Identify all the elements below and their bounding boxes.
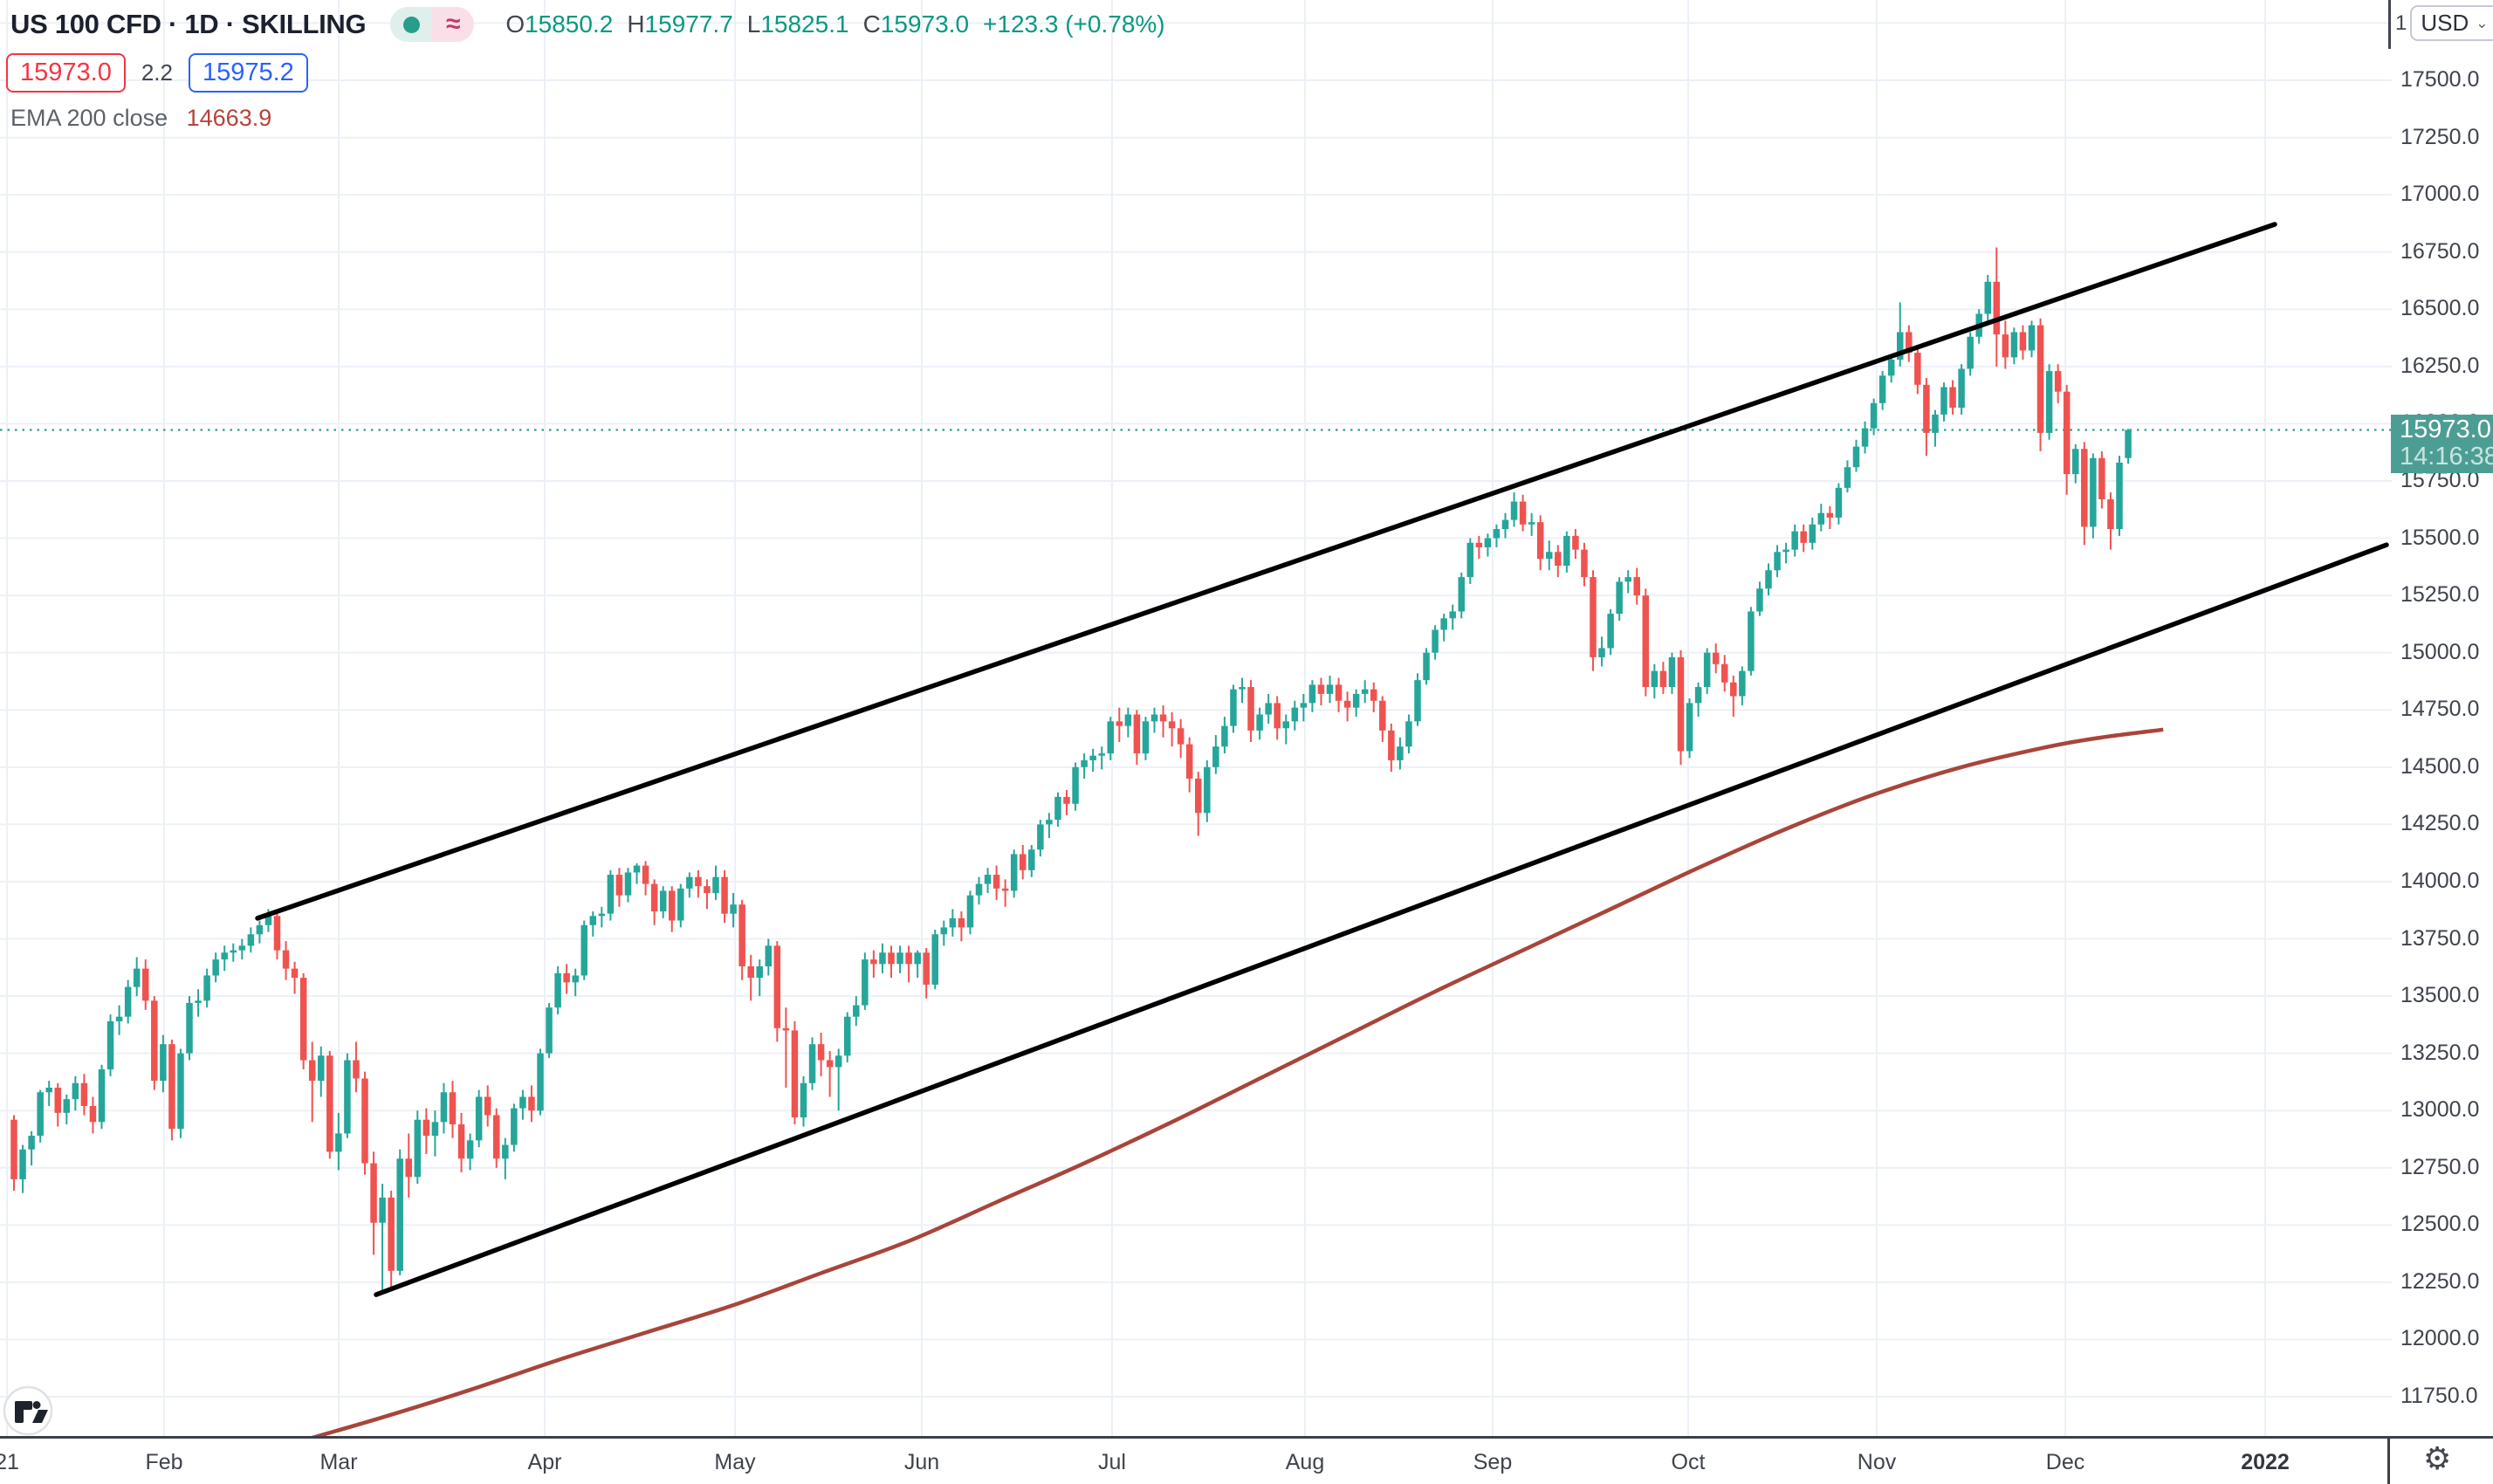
currency-dropdown[interactable]: USD ⌄	[2410, 5, 2493, 41]
time-axis-label-Feb: Feb	[145, 1450, 183, 1474]
axis-separator	[2388, 0, 2391, 49]
time-axis-label-Apr: Apr	[527, 1450, 562, 1474]
price-axis-label: 13500.0	[2400, 983, 2480, 1008]
candlestick-chart[interactable]	[0, 0, 2392, 1436]
market-status-pill[interactable]: ≈	[390, 7, 475, 42]
candles	[10, 247, 2132, 1292]
currency-label: USD	[2421, 10, 2469, 36]
time-axis[interactable]: ⚙ 21 Feb Mar Apr May Jun Jul Aug Sep Oct Nov Dec 202…	[0, 1436, 2493, 1484]
tradingview-logo[interactable]	[2, 1384, 58, 1439]
price-axis-label: 12250.0	[2400, 1268, 2480, 1294]
price-axis-label: 12000.0	[2400, 1326, 2480, 1351]
price-axis-label: 15500.0	[2400, 525, 2480, 550]
price-axis-label: 17250.0	[2400, 124, 2480, 149]
time-axis-label-Nov: Nov	[1857, 1450, 1897, 1474]
price-axis-label: 16750.0	[2400, 238, 2480, 264]
price-axis-label: 12500.0	[2400, 1212, 2480, 1237]
price-axis-label: 17500.0	[2400, 67, 2480, 92]
ohlc-H: H15977.7	[627, 10, 733, 38]
time-axis-label-Jun: Jun	[903, 1450, 940, 1474]
price-axis-label: 14500.0	[2400, 753, 2480, 779]
symbol-title[interactable]: US 100 CFD · 1D · SKILLING	[10, 9, 367, 39]
spread-value: 2.2	[141, 58, 173, 86]
gear-icon[interactable]: ⚙	[2423, 1440, 2452, 1476]
sell-bid-button[interactable]: 15973.0	[6, 52, 126, 93]
ema-200-line[interactable]	[304, 727, 2164, 1436]
time-axis-label-Sep: Sep	[1473, 1450, 1513, 1474]
time-axis-label-Aug: Aug	[1285, 1450, 1325, 1474]
time-axis-label-Oct: Oct	[1671, 1450, 1706, 1474]
price-axis-label: 15000.0	[2400, 639, 2480, 664]
price-axis-label: 16500.0	[2400, 296, 2480, 321]
channel-bottom-trendline[interactable]	[374, 542, 2389, 1297]
ohlc-L: L15825.1	[746, 10, 849, 38]
time-axis-label-Jul: Jul	[1098, 1450, 1126, 1474]
price-axis-label: 17000.0	[2400, 182, 2480, 207]
ema-indicator-row[interactable]: EMA 200 close 14663.9	[10, 105, 1165, 132]
axis-separator	[2387, 1439, 2390, 1484]
chart-legend: US 100 CFD · 1D · SKILLING ≈ O15850.2 H15…	[6, 5, 1165, 132]
price-axis-label: 12750.0	[2400, 1154, 2480, 1179]
ema-indicator-label: EMA 200 close	[10, 105, 168, 131]
time-axis-label-May: May	[714, 1450, 756, 1474]
delayed-data-icon: ≈	[446, 10, 461, 38]
price-axis-label: 13250.0	[2400, 1040, 2480, 1065]
current-price-value: 15973.0	[2400, 416, 2491, 444]
ohlc-values: O15850.2 H15977.7 L15825.1 C15973.0 +123.3 (…	[505, 10, 1164, 38]
price-axis-label: 14750.0	[2400, 697, 2480, 722]
price-axis-label: 13750.0	[2400, 925, 2480, 951]
time-axis-label-2022: 2022	[2241, 1450, 2290, 1474]
time-axis-label-Mar: Mar	[319, 1450, 358, 1474]
change-value: +123.3 (+0.78%)	[983, 10, 1165, 38]
ohlc-C: C15973.0	[862, 10, 970, 38]
price-axis-label: 15250.0	[2400, 582, 2480, 608]
price-axis[interactable]: 17500.0 17250.0 17000.0 16750.0 16500.0 16250…	[2392, 0, 2493, 1436]
buy-ask-button[interactable]: 15975.2	[188, 52, 308, 93]
price-axis-label: 13000.0	[2400, 1097, 2480, 1123]
time-axis-label-21: 21	[0, 1450, 19, 1474]
bar-countdown: 14:16:38	[2400, 442, 2493, 471]
grid	[0, 0, 2392, 1436]
price-axis-label: 16250.0	[2400, 353, 2480, 378]
axis-prefix-label: 1	[2395, 10, 2407, 35]
price-axis-label: 14000.0	[2400, 868, 2480, 893]
price-axis-label: 14250.0	[2400, 811, 2480, 836]
current-price-label: 15973.0 14:16:38	[2391, 415, 2493, 474]
channel-top-trendline[interactable]	[255, 222, 2277, 921]
ohlc-O: O15850.2	[505, 10, 614, 38]
time-axis-label-Dec: Dec	[2045, 1450, 2085, 1474]
chevron-down-icon: ⌄	[2476, 14, 2489, 31]
price-axis-label: 11750.0	[2400, 1384, 2478, 1409]
market-open-dot-icon	[402, 16, 420, 33]
ema-indicator-value: 14663.9	[186, 105, 272, 131]
